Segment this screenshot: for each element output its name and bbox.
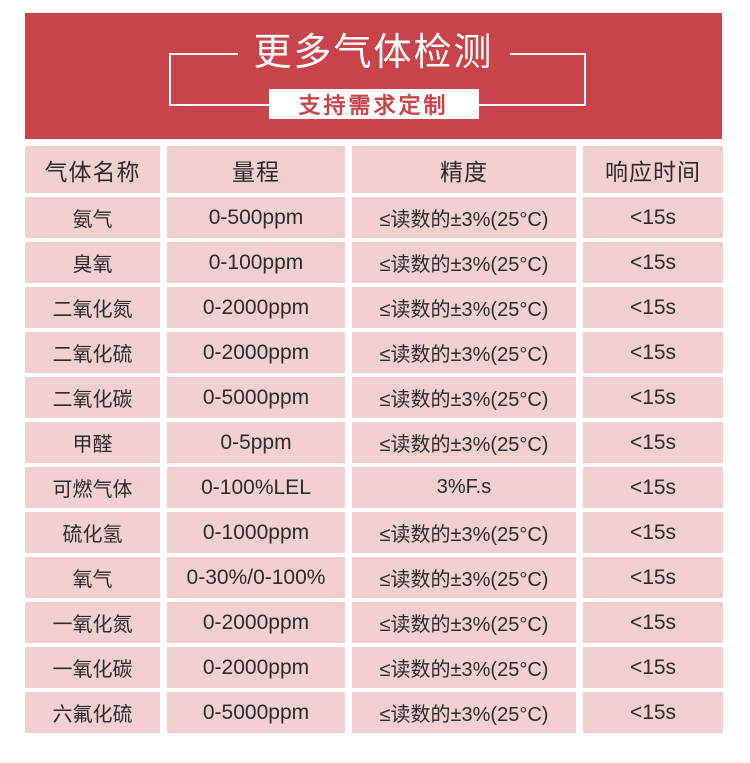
table-cell-gas-name: 一氧化氮 xyxy=(25,602,160,643)
table-cell-accuracy: ≤读数的±3%(25°C) xyxy=(352,197,576,238)
table-cell-range: 0-2000ppm xyxy=(167,287,345,328)
banner-title: 更多气体检测 xyxy=(237,31,510,75)
table-cell-response: <15s xyxy=(583,467,723,508)
column-header-accuracy: 精度 xyxy=(352,146,576,193)
table-cell-range: 0-500ppm xyxy=(167,197,345,238)
table-cell-response: <15s xyxy=(583,242,723,283)
table-cell-gas-name: 六氟化硫 xyxy=(25,692,160,733)
table-cell-range: 0-1000ppm xyxy=(167,512,345,553)
table-cell-gas-name: 甲醛 xyxy=(25,422,160,463)
table-cell-accuracy: ≤读数的±3%(25°C) xyxy=(352,692,576,733)
column-header-gas-name: 气体名称 xyxy=(25,146,160,193)
table-cell-gas-name: 可燃气体 xyxy=(25,467,160,508)
table-cell-gas-name: 氨气 xyxy=(25,197,160,238)
table-cell-gas-name: 一氧化碳 xyxy=(25,647,160,688)
table-cell-range: 0-2000ppm xyxy=(167,332,345,373)
table-cell-range: 0-100ppm xyxy=(167,242,345,283)
table-cell-response: <15s xyxy=(583,602,723,643)
table-cell-response: <15s xyxy=(583,332,723,373)
table-cell-accuracy: ≤读数的±3%(25°C) xyxy=(352,287,576,328)
table-cell-accuracy: ≤读数的±3%(25°C) xyxy=(352,332,576,373)
table-cell-gas-name: 氧气 xyxy=(25,557,160,598)
table-cell-range: 0-5000ppm xyxy=(167,377,345,418)
table-cell-accuracy: ≤读数的±3%(25°C) xyxy=(352,422,576,463)
table-cell-response: <15s xyxy=(583,557,723,598)
column-header-response: 响应时间 xyxy=(583,146,723,193)
column-header-range: 量程 xyxy=(167,146,345,193)
table-cell-range: 0-2000ppm xyxy=(167,647,345,688)
table-cell-response: <15s xyxy=(583,377,723,418)
table-cell-gas-name: 硫化氢 xyxy=(25,512,160,553)
table-cell-response: <15s xyxy=(583,197,723,238)
table-cell-response: <15s xyxy=(583,512,723,553)
table-cell-gas-name: 二氧化硫 xyxy=(25,332,160,373)
table-cell-range: 0-5000ppm xyxy=(167,692,345,733)
banner-subtitle: 支持需求定制 xyxy=(268,89,479,119)
table-cell-response: <15s xyxy=(583,287,723,328)
table-cell-response: <15s xyxy=(583,647,723,688)
table-cell-range: 0-5ppm xyxy=(167,422,345,463)
table-cell-response: <15s xyxy=(583,422,723,463)
table-cell-accuracy: ≤读数的±3%(25°C) xyxy=(352,647,576,688)
table-cell-gas-name: 臭氧 xyxy=(25,242,160,283)
table-cell-gas-name: 二氧化碳 xyxy=(25,377,160,418)
table-cell-gas-name: 二氧化氮 xyxy=(25,287,160,328)
table-cell-accuracy: ≤读数的±3%(25°C) xyxy=(352,512,576,553)
gas-spec-table: 气体名称 量程 精度 响应时间 氨气 0-500ppm ≤读数的±3%(25°C) <15s 臭… xyxy=(25,146,724,733)
table-cell-range: 0-2000ppm xyxy=(167,602,345,643)
header-banner: 更多气体检测 支持需求定制 xyxy=(25,13,722,139)
table-cell-accuracy: ≤读数的±3%(25°C) xyxy=(352,377,576,418)
table-cell-response: <15s xyxy=(583,692,723,733)
bottom-divider xyxy=(0,761,750,762)
table-cell-accuracy: 3%F.s xyxy=(352,467,576,508)
table-cell-range: 0-100%LEL xyxy=(167,467,345,508)
table-cell-accuracy: ≤读数的±3%(25°C) xyxy=(352,242,576,283)
table-cell-accuracy: ≤读数的±3%(25°C) xyxy=(352,602,576,643)
table-cell-accuracy: ≤读数的±3%(25°C) xyxy=(352,557,576,598)
table-cell-range: 0-30%/0-100% xyxy=(167,557,345,598)
